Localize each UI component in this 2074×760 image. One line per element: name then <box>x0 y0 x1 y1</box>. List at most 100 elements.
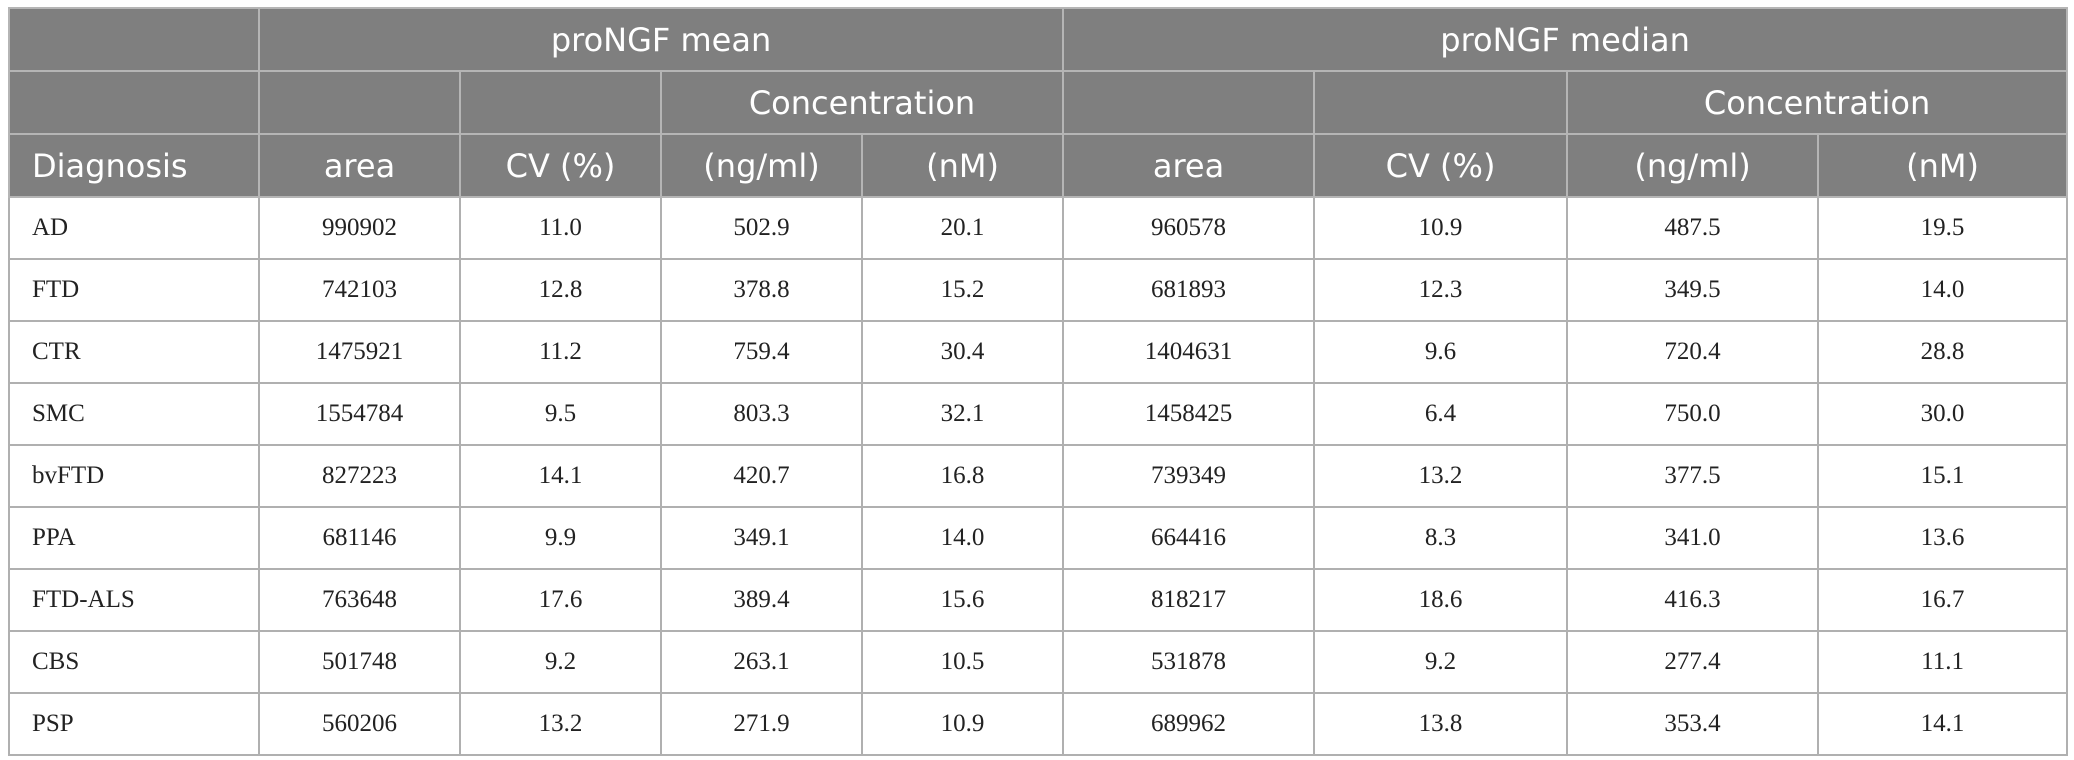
column-header: Diagnosis <box>8 133 260 198</box>
cell: 681893 <box>1062 258 1316 322</box>
table-row: SMC 1554784 9.5 803.3 32.1 1458425 6.4 750.0 30.… <box>8 382 2069 446</box>
cell: 560206 <box>258 692 461 756</box>
row-label: CTR <box>8 320 260 384</box>
row-label: FTD-ALS <box>8 568 260 632</box>
column-header: area <box>258 133 461 198</box>
group-header-row: proNGF mean proNGF median <box>8 7 2069 72</box>
cell: 349.1 <box>660 506 863 570</box>
cell: 8.3 <box>1313 506 1569 570</box>
cell: 531878 <box>1062 630 1316 694</box>
empty-header <box>8 70 260 135</box>
column-header: (ng/ml) <box>660 133 863 198</box>
cell: 13.6 <box>1817 506 2069 570</box>
column-header: (ng/ml) <box>1566 133 1820 198</box>
table-row: AD 990902 11.0 502.9 20.1 960578 10.9 487.5 19.5 <box>8 196 2069 260</box>
cell: 10.5 <box>860 630 1065 694</box>
cell: 13.2 <box>459 692 662 756</box>
cell: 739349 <box>1062 444 1316 508</box>
cell: 30.4 <box>860 320 1065 384</box>
table-row: PSP 560206 13.2 271.9 10.9 689962 13.8 353.4 14.… <box>8 692 2069 756</box>
row-label: AD <box>8 196 260 260</box>
row-label: PSP <box>8 692 260 756</box>
table-body: AD 990902 11.0 502.9 20.1 960578 10.9 487.5 19.5… <box>8 196 2069 756</box>
column-header: (nM) <box>1817 133 2069 198</box>
cell: 9.2 <box>459 630 662 694</box>
cell: 742103 <box>258 258 461 322</box>
row-label: bvFTD <box>8 444 260 508</box>
cell: 689962 <box>1062 692 1316 756</box>
cell: 10.9 <box>1313 196 1569 260</box>
cell: 12.3 <box>1313 258 1569 322</box>
cell: 16.7 <box>1817 568 2069 632</box>
cell: 664416 <box>1062 506 1316 570</box>
cell: 750.0 <box>1566 382 1820 446</box>
cell: 487.5 <box>1566 196 1820 260</box>
cell: 803.3 <box>660 382 863 446</box>
column-header: area <box>1062 133 1316 198</box>
cell: 14.0 <box>860 506 1065 570</box>
cell: 13.2 <box>1313 444 1569 508</box>
cell: 1458425 <box>1062 382 1316 446</box>
table-row: bvFTD 827223 14.1 420.7 16.8 739349 13.2 377.5 1… <box>8 444 2069 508</box>
cell: 6.4 <box>1313 382 1569 446</box>
cell: 720.4 <box>1566 320 1820 384</box>
sub-header: Concentration <box>1566 70 2069 135</box>
cell: 1475921 <box>258 320 461 384</box>
sub-header-row: Concentration Concentration <box>8 70 2069 135</box>
cell: 11.1 <box>1817 630 2069 694</box>
cell: 271.9 <box>660 692 863 756</box>
cell: 9.9 <box>459 506 662 570</box>
cell: 11.2 <box>459 320 662 384</box>
cell: 15.6 <box>860 568 1065 632</box>
cell: 420.7 <box>660 444 863 508</box>
cell: 681146 <box>258 506 461 570</box>
cell: 11.0 <box>459 196 662 260</box>
row-label: SMC <box>8 382 260 446</box>
cell: 990902 <box>258 196 461 260</box>
cell: 10.9 <box>860 692 1065 756</box>
table-head: proNGF mean proNGF median Concentration … <box>8 7 2069 198</box>
cell: 9.2 <box>1313 630 1569 694</box>
cell: 827223 <box>258 444 461 508</box>
table-row: FTD-ALS 763648 17.6 389.4 15.6 818217 18.6 416.… <box>8 568 2069 632</box>
cell: 818217 <box>1062 568 1316 632</box>
cell: 416.3 <box>1566 568 1820 632</box>
table-row: CTR 1475921 11.2 759.4 30.4 1404631 9.6 720.4 28… <box>8 320 2069 384</box>
sub-header: Concentration <box>659 70 1065 135</box>
cell: 501748 <box>258 630 461 694</box>
cell: 15.1 <box>1817 444 2069 508</box>
cell: 32.1 <box>860 382 1065 446</box>
cell: 759.4 <box>660 320 863 384</box>
cell: 378.8 <box>660 258 863 322</box>
column-header-row: Diagnosis area CV (%) (ng/ml) (nM) area CV (%)… <box>8 133 2069 198</box>
cell: 9.6 <box>1313 320 1569 384</box>
cell: 28.8 <box>1817 320 2069 384</box>
cell: 30.0 <box>1817 382 2069 446</box>
cell: 277.4 <box>1566 630 1820 694</box>
cell: 17.6 <box>459 568 662 632</box>
cell: 15.2 <box>860 258 1065 322</box>
table-row: PPA 681146 9.9 349.1 14.0 664416 8.3 341.0 13.6 <box>8 506 2069 570</box>
column-header: CV (%) <box>459 133 662 198</box>
column-header: CV (%) <box>1313 133 1569 198</box>
cell: 1404631 <box>1062 320 1316 384</box>
cell: 341.0 <box>1566 506 1820 570</box>
group-header: proNGF median <box>1062 7 2069 72</box>
cell: 20.1 <box>860 196 1065 260</box>
row-label: PPA <box>8 506 260 570</box>
empty-header <box>8 7 260 72</box>
cell: 353.4 <box>1566 692 1820 756</box>
column-header: (nM) <box>860 133 1065 198</box>
table-row: CBS 501748 9.2 263.1 10.5 531878 9.2 277.4 11.1 <box>8 630 2069 694</box>
cell: 13.8 <box>1313 692 1569 756</box>
cell: 377.5 <box>1566 444 1820 508</box>
cell: 389.4 <box>660 568 863 632</box>
cell: 763648 <box>258 568 461 632</box>
cell: 14.0 <box>1817 258 2069 322</box>
empty-header <box>1062 70 1316 135</box>
empty-header <box>258 70 461 135</box>
row-label: FTD <box>8 258 260 322</box>
cell: 14.1 <box>1817 692 2069 756</box>
cell: 349.5 <box>1566 258 1820 322</box>
